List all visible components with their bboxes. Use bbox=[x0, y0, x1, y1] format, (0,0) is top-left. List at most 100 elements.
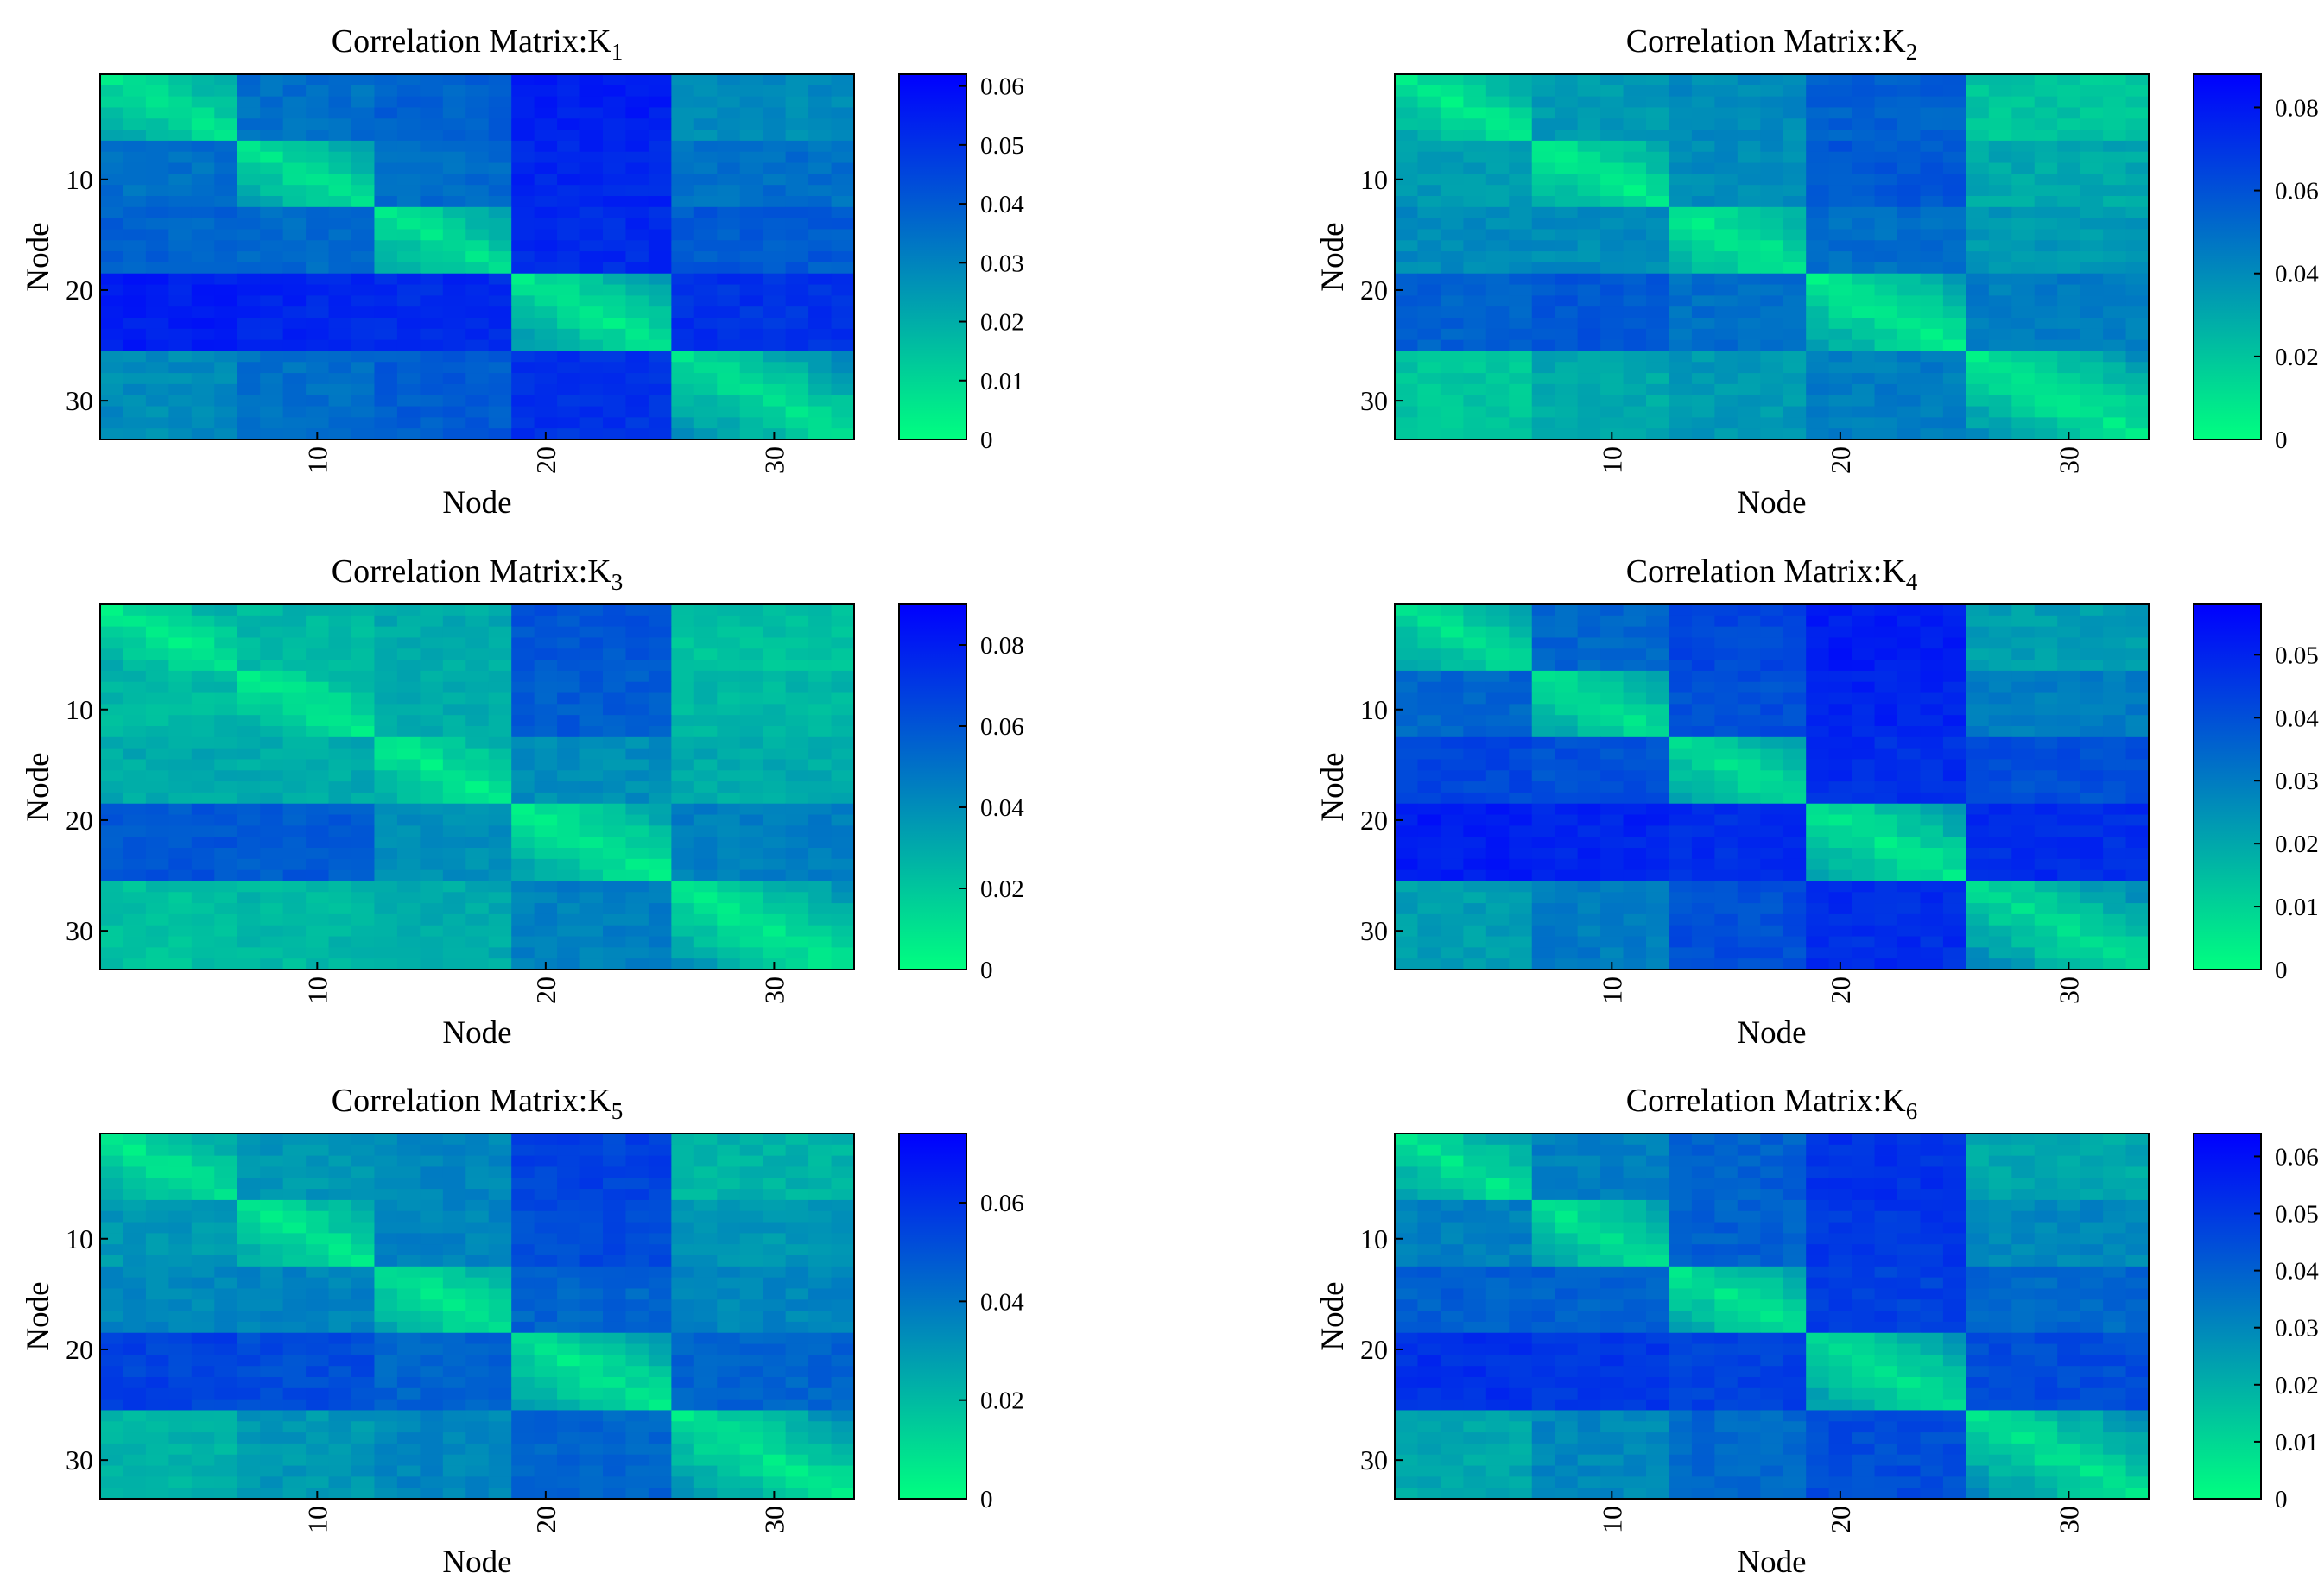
heatmap-cell bbox=[1531, 185, 1555, 197]
heatmap-cell bbox=[374, 229, 398, 241]
heatmap-cell bbox=[1623, 715, 1647, 727]
heatmap-cell bbox=[328, 1255, 352, 1267]
heatmap-cell bbox=[1440, 803, 1464, 816]
heatmap-cell bbox=[1966, 848, 1990, 860]
heatmap-cell bbox=[328, 626, 352, 639]
heatmap-cell bbox=[1509, 781, 1533, 793]
heatmap-cell bbox=[306, 383, 330, 396]
heatmap-cell bbox=[1600, 726, 1624, 738]
heatmap-cell bbox=[1463, 903, 1487, 915]
heatmap-cell bbox=[420, 1288, 444, 1300]
heatmap-cell bbox=[328, 1222, 352, 1234]
heatmap-cell bbox=[1737, 848, 1761, 860]
heatmap-cell bbox=[1714, 417, 1738, 429]
heatmap-cell bbox=[1966, 107, 1990, 119]
heatmap-cell bbox=[1623, 339, 1647, 352]
heatmap-cell bbox=[1714, 406, 1738, 418]
heatmap-cell bbox=[396, 814, 421, 826]
heatmap-cell bbox=[1897, 792, 1922, 805]
heatmap-cell bbox=[2011, 947, 2036, 959]
heatmap-cell bbox=[808, 1244, 833, 1256]
heatmap-cell bbox=[1783, 615, 1807, 628]
heatmap-cell bbox=[282, 107, 307, 119]
heatmap-cell bbox=[260, 306, 284, 319]
heatmap-cell bbox=[625, 162, 649, 174]
heatmap-cell bbox=[1395, 692, 1419, 705]
heatmap-cell bbox=[671, 351, 695, 363]
heatmap-cell bbox=[1669, 229, 1693, 241]
heatmap-cell bbox=[1600, 96, 1624, 109]
heatmap-cell bbox=[1828, 736, 1852, 749]
heatmap-cell bbox=[1691, 670, 1715, 683]
heatmap-cell bbox=[1897, 96, 1922, 109]
heatmap-cell bbox=[785, 328, 809, 341]
heatmap-cell bbox=[100, 251, 124, 263]
heatmap-cell bbox=[282, 273, 307, 286]
heatmap-cell bbox=[763, 130, 787, 142]
heatmap-cell bbox=[282, 1189, 307, 1201]
heatmap-cell bbox=[603, 637, 627, 649]
heatmap-cell bbox=[1395, 406, 1419, 418]
heatmap-cell bbox=[693, 848, 718, 860]
heatmap-cell bbox=[1897, 339, 1922, 352]
heatmap-cell bbox=[1646, 626, 1670, 639]
heatmap-cell bbox=[1395, 339, 1419, 352]
heatmap-cell bbox=[1509, 162, 1533, 174]
heatmap-cell bbox=[1920, 913, 1944, 926]
heatmap-cell bbox=[1828, 318, 1852, 330]
heatmap-cell bbox=[1531, 936, 1555, 948]
heatmap-cell bbox=[396, 715, 421, 727]
heatmap-cell bbox=[1966, 362, 1990, 374]
heatmap-cell bbox=[1783, 903, 1807, 915]
heatmap-cell bbox=[1485, 262, 1510, 275]
heatmap-cell bbox=[1783, 185, 1807, 197]
heatmap-cell bbox=[396, 936, 421, 948]
heatmap-cell bbox=[2080, 681, 2104, 694]
heatmap-cell bbox=[1623, 947, 1647, 959]
y-tick-label: 10 bbox=[66, 694, 93, 725]
heatmap-cell bbox=[808, 306, 833, 319]
heatmap-cell bbox=[1531, 803, 1555, 816]
heatmap-cell bbox=[1920, 417, 1944, 429]
heatmap-cell bbox=[1806, 736, 1830, 749]
heatmap-cell bbox=[1783, 417, 1807, 429]
heatmap-cell bbox=[1600, 229, 1624, 241]
heatmap-cell bbox=[671, 615, 695, 628]
heatmap-cell bbox=[282, 648, 307, 660]
heatmap-cell bbox=[1531, 395, 1555, 408]
heatmap-cell bbox=[1942, 351, 1966, 363]
heatmap-cell bbox=[2125, 726, 2150, 738]
heatmap-cell bbox=[260, 814, 284, 826]
heatmap-cell bbox=[1691, 428, 1715, 440]
colorbar-tick-label: 0 bbox=[980, 957, 993, 984]
heatmap-cell bbox=[1623, 373, 1647, 385]
heatmap-cell bbox=[168, 284, 193, 296]
heatmap-cell bbox=[1874, 417, 1898, 429]
heatmap-cell bbox=[351, 240, 376, 252]
heatmap-cell bbox=[1714, 837, 1738, 849]
heatmap-cell bbox=[1440, 284, 1464, 296]
heatmap-cell bbox=[1760, 373, 1784, 385]
heatmap-cell bbox=[306, 1166, 330, 1178]
heatmap-cell bbox=[123, 1277, 147, 1290]
heatmap-cell bbox=[1852, 648, 1876, 660]
heatmap-cell bbox=[603, 1255, 627, 1267]
heatmap-cell bbox=[1874, 318, 1898, 330]
heatmap-cell bbox=[420, 85, 444, 98]
heatmap-cell bbox=[1669, 373, 1693, 385]
heatmap-cell bbox=[2057, 174, 2081, 186]
heatmap-cell bbox=[214, 107, 238, 119]
heatmap-cell bbox=[123, 770, 147, 782]
heatmap-cell bbox=[1623, 759, 1647, 771]
x-tick-label: 20 bbox=[1825, 446, 1856, 474]
heatmap-cell bbox=[488, 1155, 512, 1168]
heatmap-cell bbox=[671, 251, 695, 263]
heatmap-cell bbox=[2080, 351, 2104, 363]
heatmap-cell bbox=[374, 1255, 398, 1267]
heatmap-cell bbox=[374, 383, 398, 396]
heatmap-cell bbox=[1669, 637, 1693, 649]
heatmap-cell bbox=[1942, 306, 1966, 319]
heatmap-cell bbox=[1417, 814, 1441, 826]
heatmap-cell bbox=[1531, 704, 1555, 716]
heatmap-cell bbox=[374, 748, 398, 761]
